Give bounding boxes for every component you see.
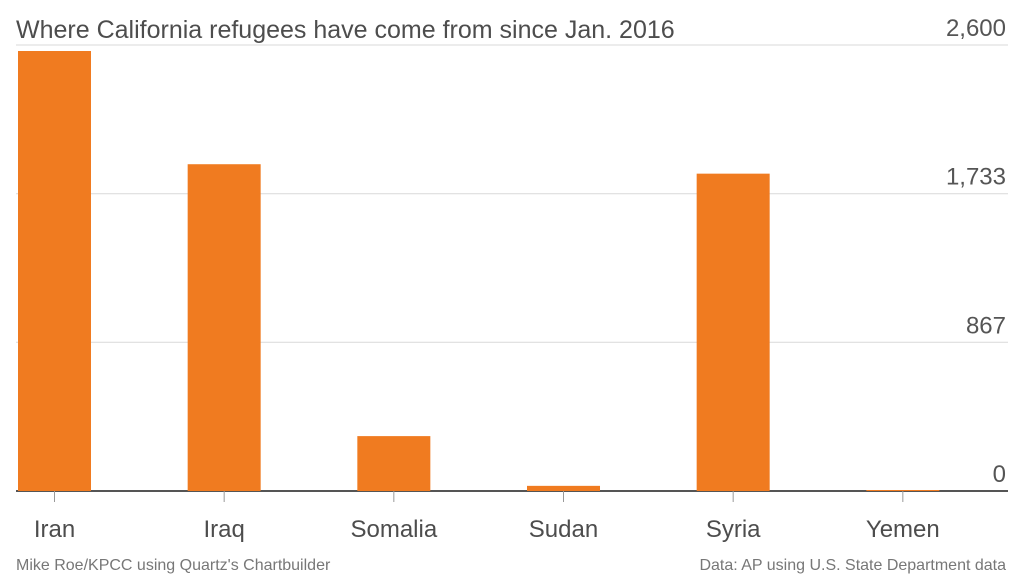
- x-tick-label: Syria: [706, 516, 761, 543]
- bar-syria: [696, 173, 770, 491]
- x-tick-label: Iraq: [203, 516, 244, 543]
- bar-iran: [18, 51, 91, 491]
- bars: [18, 51, 940, 491]
- bar-sudan: [527, 485, 600, 491]
- credit-left: Mike Roe/KPCC using Quartz's Chartbuilde…: [16, 557, 331, 574]
- bar-somalia: [357, 436, 431, 491]
- y-tick-label: 1,733: [946, 164, 1006, 191]
- x-tick-label: Yemen: [866, 516, 940, 543]
- bar-yemen: [866, 490, 940, 491]
- y-tick-label: 2,600: [946, 15, 1006, 42]
- x-axis-ticks: Iran Iraq Somalia Sudan Syria Yemen: [34, 491, 940, 543]
- chart-title: Where California refugees have come from…: [16, 16, 675, 44]
- y-axis-ticks: 0 867 1,733 2,600: [946, 15, 1006, 488]
- gridlines: [16, 44, 1008, 492]
- y-tick-label: 0: [993, 461, 1006, 488]
- x-tick-label: Sudan: [529, 516, 598, 543]
- x-tick-label: Iran: [34, 516, 75, 543]
- x-tick-label: Somalia: [350, 516, 437, 543]
- credit-right: Data: AP using U.S. State Department dat…: [699, 557, 1006, 574]
- bar-iraq: [187, 164, 261, 491]
- y-tick-label: 867: [966, 312, 1006, 339]
